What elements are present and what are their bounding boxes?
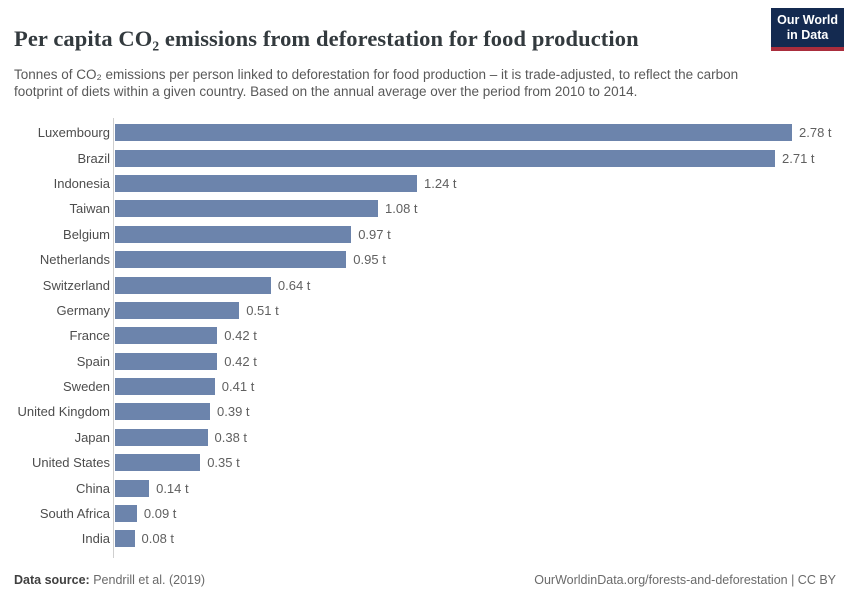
country-label: India <box>81 531 110 547</box>
chart-row[interactable]: Spain 0.42 t <box>0 349 850 374</box>
value-label: 0.41 t <box>221 379 255 395</box>
value-label: 2.71 t <box>782 150 815 166</box>
bar[interactable] <box>115 174 417 192</box>
chart-row[interactable]: France 0.42 t <box>0 323 850 348</box>
bar[interactable] <box>115 200 378 218</box>
y-axis-line <box>113 118 114 558</box>
chart-row[interactable]: South Africa 0.09 t <box>0 501 850 526</box>
country-label: Spain <box>76 353 110 369</box>
value-label: 2.78 t <box>799 125 832 141</box>
chart-subtitle: Tonnes of CO₂ emissions per person linke… <box>14 66 739 100</box>
value-label: 0.97 t <box>358 226 391 242</box>
country-label: South Africa <box>39 506 110 522</box>
bar-chart-rows: Luxembourg 2.78 t Brazil 2.71 t Indonesia 1.2… <box>0 120 850 552</box>
country-label: Taiwan <box>69 201 110 217</box>
value-label: 1.08 t <box>385 201 418 217</box>
chart-row[interactable]: India 0.08 t <box>0 526 850 551</box>
value-label: 0.39 t <box>217 404 250 420</box>
owid-logo-line1: Our World <box>777 13 838 27</box>
country-label: Brazil <box>77 150 110 166</box>
bar[interactable] <box>115 251 347 269</box>
chart-row[interactable]: Belgium 0.97 t <box>0 222 850 247</box>
bar[interactable] <box>115 124 792 142</box>
country-label: Luxembourg <box>37 125 110 141</box>
attribution-link[interactable]: OurWorldinData.org/forests-and-deforesta… <box>534 573 836 587</box>
country-label: Switzerland <box>42 277 110 293</box>
country-label: United States <box>31 455 110 471</box>
chart-footer: Data source: Pendrill et al. (2019) OurW… <box>14 573 836 587</box>
chart-row[interactable]: Netherlands 0.95 t <box>0 247 850 272</box>
country-label: Germany <box>56 302 110 318</box>
bar[interactable] <box>115 403 210 421</box>
value-label: 0.08 t <box>141 531 175 547</box>
country-label: Netherlands <box>39 252 110 268</box>
value-label: 0.64 t <box>277 277 311 293</box>
value-label: 0.09 t <box>143 506 177 522</box>
page-title: Per capita CO₂ emissions from deforestat… <box>14 26 639 52</box>
bar[interactable] <box>115 149 775 167</box>
value-label: 0.42 t <box>224 328 257 344</box>
chart-row[interactable]: Indonesia 1.24 t <box>0 171 850 196</box>
chart-row[interactable]: China 0.14 t <box>0 475 850 500</box>
country-label: France <box>69 328 110 344</box>
bar[interactable] <box>115 428 208 446</box>
value-label: 0.95 t <box>353 252 386 268</box>
country-label: China <box>76 480 110 496</box>
value-label: 1.24 t <box>424 175 457 191</box>
bar[interactable] <box>115 327 218 345</box>
chart-row[interactable]: Brazil 2.71 t <box>0 145 850 170</box>
value-label: 0.14 t <box>156 480 189 496</box>
bar[interactable] <box>115 225 352 243</box>
value-label: 0.38 t <box>214 429 248 445</box>
value-label: 0.42 t <box>224 353 257 369</box>
data-source: Data source: Pendrill et al. (2019) <box>14 573 205 587</box>
chart-row[interactable]: United States 0.35 t <box>0 450 850 475</box>
chart-row[interactable]: United Kingdom 0.39 t <box>0 399 850 424</box>
value-label: 0.51 t <box>246 302 279 318</box>
chart-row[interactable]: Japan 0.38 t <box>0 425 850 450</box>
country-label: Belgium <box>63 226 110 242</box>
chart-row[interactable]: Luxembourg 2.78 t <box>0 120 850 145</box>
bar[interactable] <box>115 352 218 370</box>
bar[interactable] <box>115 505 137 523</box>
data-source-label: Data source: <box>14 573 90 587</box>
value-label: 0.35 t <box>207 455 240 471</box>
chart-row[interactable]: Taiwan 1.08 t <box>0 196 850 221</box>
bar[interactable] <box>115 530 135 548</box>
owid-logo-line2: in Data <box>786 27 829 42</box>
country-label: Indonesia <box>53 175 110 191</box>
bar[interactable] <box>115 378 215 396</box>
country-label: United Kingdom <box>17 404 111 420</box>
chart-row[interactable]: Germany 0.51 t <box>0 298 850 323</box>
owid-logo: Our World in Data <box>771 8 844 51</box>
bar[interactable] <box>115 301 240 319</box>
bar-chart: Luxembourg 2.78 t Brazil 2.71 t Indonesia 1.2… <box>0 118 850 558</box>
country-label: Sweden <box>63 379 110 395</box>
bar[interactable] <box>115 276 271 294</box>
country-label: Japan <box>74 429 110 445</box>
bar[interactable] <box>115 454 201 472</box>
chart-row[interactable]: Sweden 0.41 t <box>0 374 850 399</box>
bar[interactable] <box>115 479 150 497</box>
chart-row[interactable]: Switzerland 0.64 t <box>0 272 850 297</box>
data-source-value: Pendrill et al. (2019) <box>89 573 206 587</box>
